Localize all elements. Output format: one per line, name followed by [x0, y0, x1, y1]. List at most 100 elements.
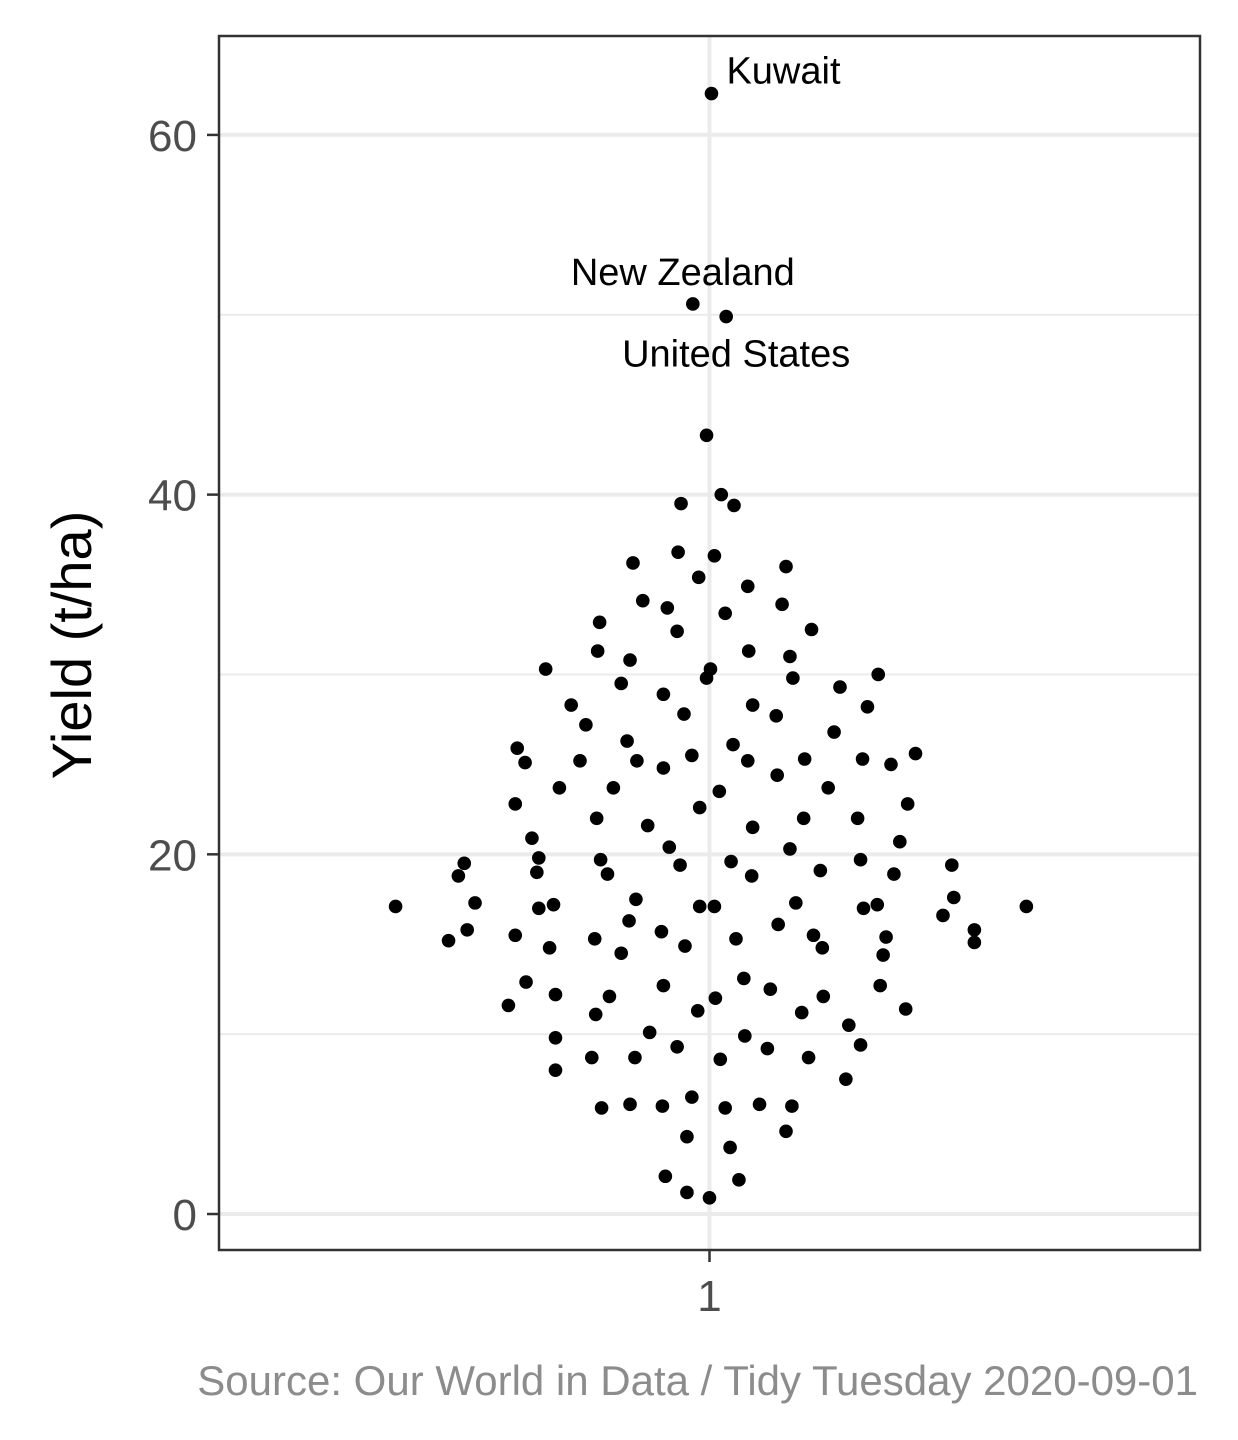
data-point — [718, 1101, 732, 1115]
data-point — [740, 754, 755, 768]
data-point — [614, 676, 629, 691]
data-point — [640, 818, 655, 833]
data-point — [573, 754, 587, 768]
data-point — [680, 1129, 694, 1144]
data-point — [816, 989, 831, 1004]
data-point — [856, 901, 871, 916]
data-point — [727, 498, 741, 513]
data-point — [680, 1185, 694, 1200]
data-point — [622, 914, 636, 928]
data-point — [548, 987, 563, 1002]
data-point — [732, 1173, 746, 1187]
data-point — [699, 428, 714, 443]
data-point — [629, 892, 643, 907]
data-point — [797, 752, 812, 766]
data-point — [745, 820, 760, 835]
data-point — [770, 768, 784, 782]
data-point — [590, 644, 605, 658]
data-point — [745, 698, 760, 712]
data-point — [628, 1050, 642, 1065]
data-point — [532, 901, 546, 916]
data-point — [713, 1052, 728, 1067]
data-point — [552, 780, 567, 795]
data-point — [760, 1041, 775, 1056]
data-point — [779, 1124, 793, 1139]
data-point — [592, 615, 607, 630]
data-point — [677, 707, 691, 721]
data-point — [655, 1099, 670, 1113]
data-point — [723, 1140, 737, 1155]
y-tick-label: 40 — [148, 472, 197, 521]
data-point — [783, 649, 797, 664]
data-point — [457, 856, 472, 871]
data-point — [525, 831, 539, 845]
data-point — [707, 548, 722, 563]
data-point — [587, 932, 602, 946]
data-point — [564, 698, 578, 712]
data-point — [712, 784, 727, 799]
data-point — [726, 737, 740, 752]
data-point — [654, 924, 669, 939]
data-point — [623, 1097, 637, 1112]
data-point — [678, 939, 692, 953]
data-point — [692, 899, 707, 914]
data-point — [900, 797, 915, 811]
data-point — [806, 928, 821, 943]
data-point — [815, 941, 830, 955]
data-point — [501, 998, 516, 1013]
data-point — [779, 559, 793, 574]
data-point — [642, 1025, 657, 1040]
data-point — [451, 869, 466, 883]
data-point — [893, 834, 907, 849]
data-point — [702, 1191, 717, 1205]
data-point — [737, 971, 751, 986]
data-point — [708, 991, 723, 1006]
data-point — [614, 946, 629, 961]
data-point — [508, 928, 523, 943]
data-point — [510, 741, 525, 756]
data-point — [530, 865, 544, 880]
data-point — [842, 1018, 856, 1032]
data-point — [884, 757, 898, 772]
data-point — [714, 487, 729, 502]
y-tick-label: 60 — [148, 112, 197, 161]
data-point — [542, 941, 557, 955]
data-point — [833, 680, 847, 694]
data-point — [656, 761, 671, 775]
data-point — [936, 908, 950, 923]
data-point — [752, 1097, 767, 1112]
data-point — [686, 297, 700, 311]
data-point — [656, 978, 671, 993]
point-annotation: United States — [622, 334, 850, 376]
data-point — [855, 752, 870, 766]
data-point — [674, 496, 688, 511]
point-annotation: Kuwait — [726, 51, 840, 93]
data-point — [850, 811, 865, 826]
data-point — [620, 734, 634, 748]
data-point — [602, 989, 617, 1004]
data-point — [548, 1063, 563, 1077]
data-point — [870, 897, 885, 912]
data-point — [548, 1030, 563, 1045]
data-point — [699, 671, 714, 685]
data-point — [671, 545, 685, 559]
data-point — [945, 858, 959, 872]
data-point — [673, 858, 687, 872]
data-point — [600, 867, 615, 881]
data-point — [519, 975, 533, 989]
data-point — [594, 1101, 609, 1115]
y-axis-label: Yield (t/ha) — [40, 511, 103, 780]
data-point — [794, 1005, 809, 1020]
data-point — [871, 667, 886, 682]
data-point — [589, 811, 604, 826]
x-axis: 1 — [697, 1250, 722, 1321]
data-point — [692, 800, 707, 815]
data-point — [908, 746, 923, 761]
grid-major — [219, 36, 1200, 1250]
data-point — [707, 899, 722, 914]
data-point — [827, 725, 841, 739]
data-point — [771, 917, 785, 932]
data-point — [783, 842, 797, 856]
data-point — [704, 86, 719, 101]
